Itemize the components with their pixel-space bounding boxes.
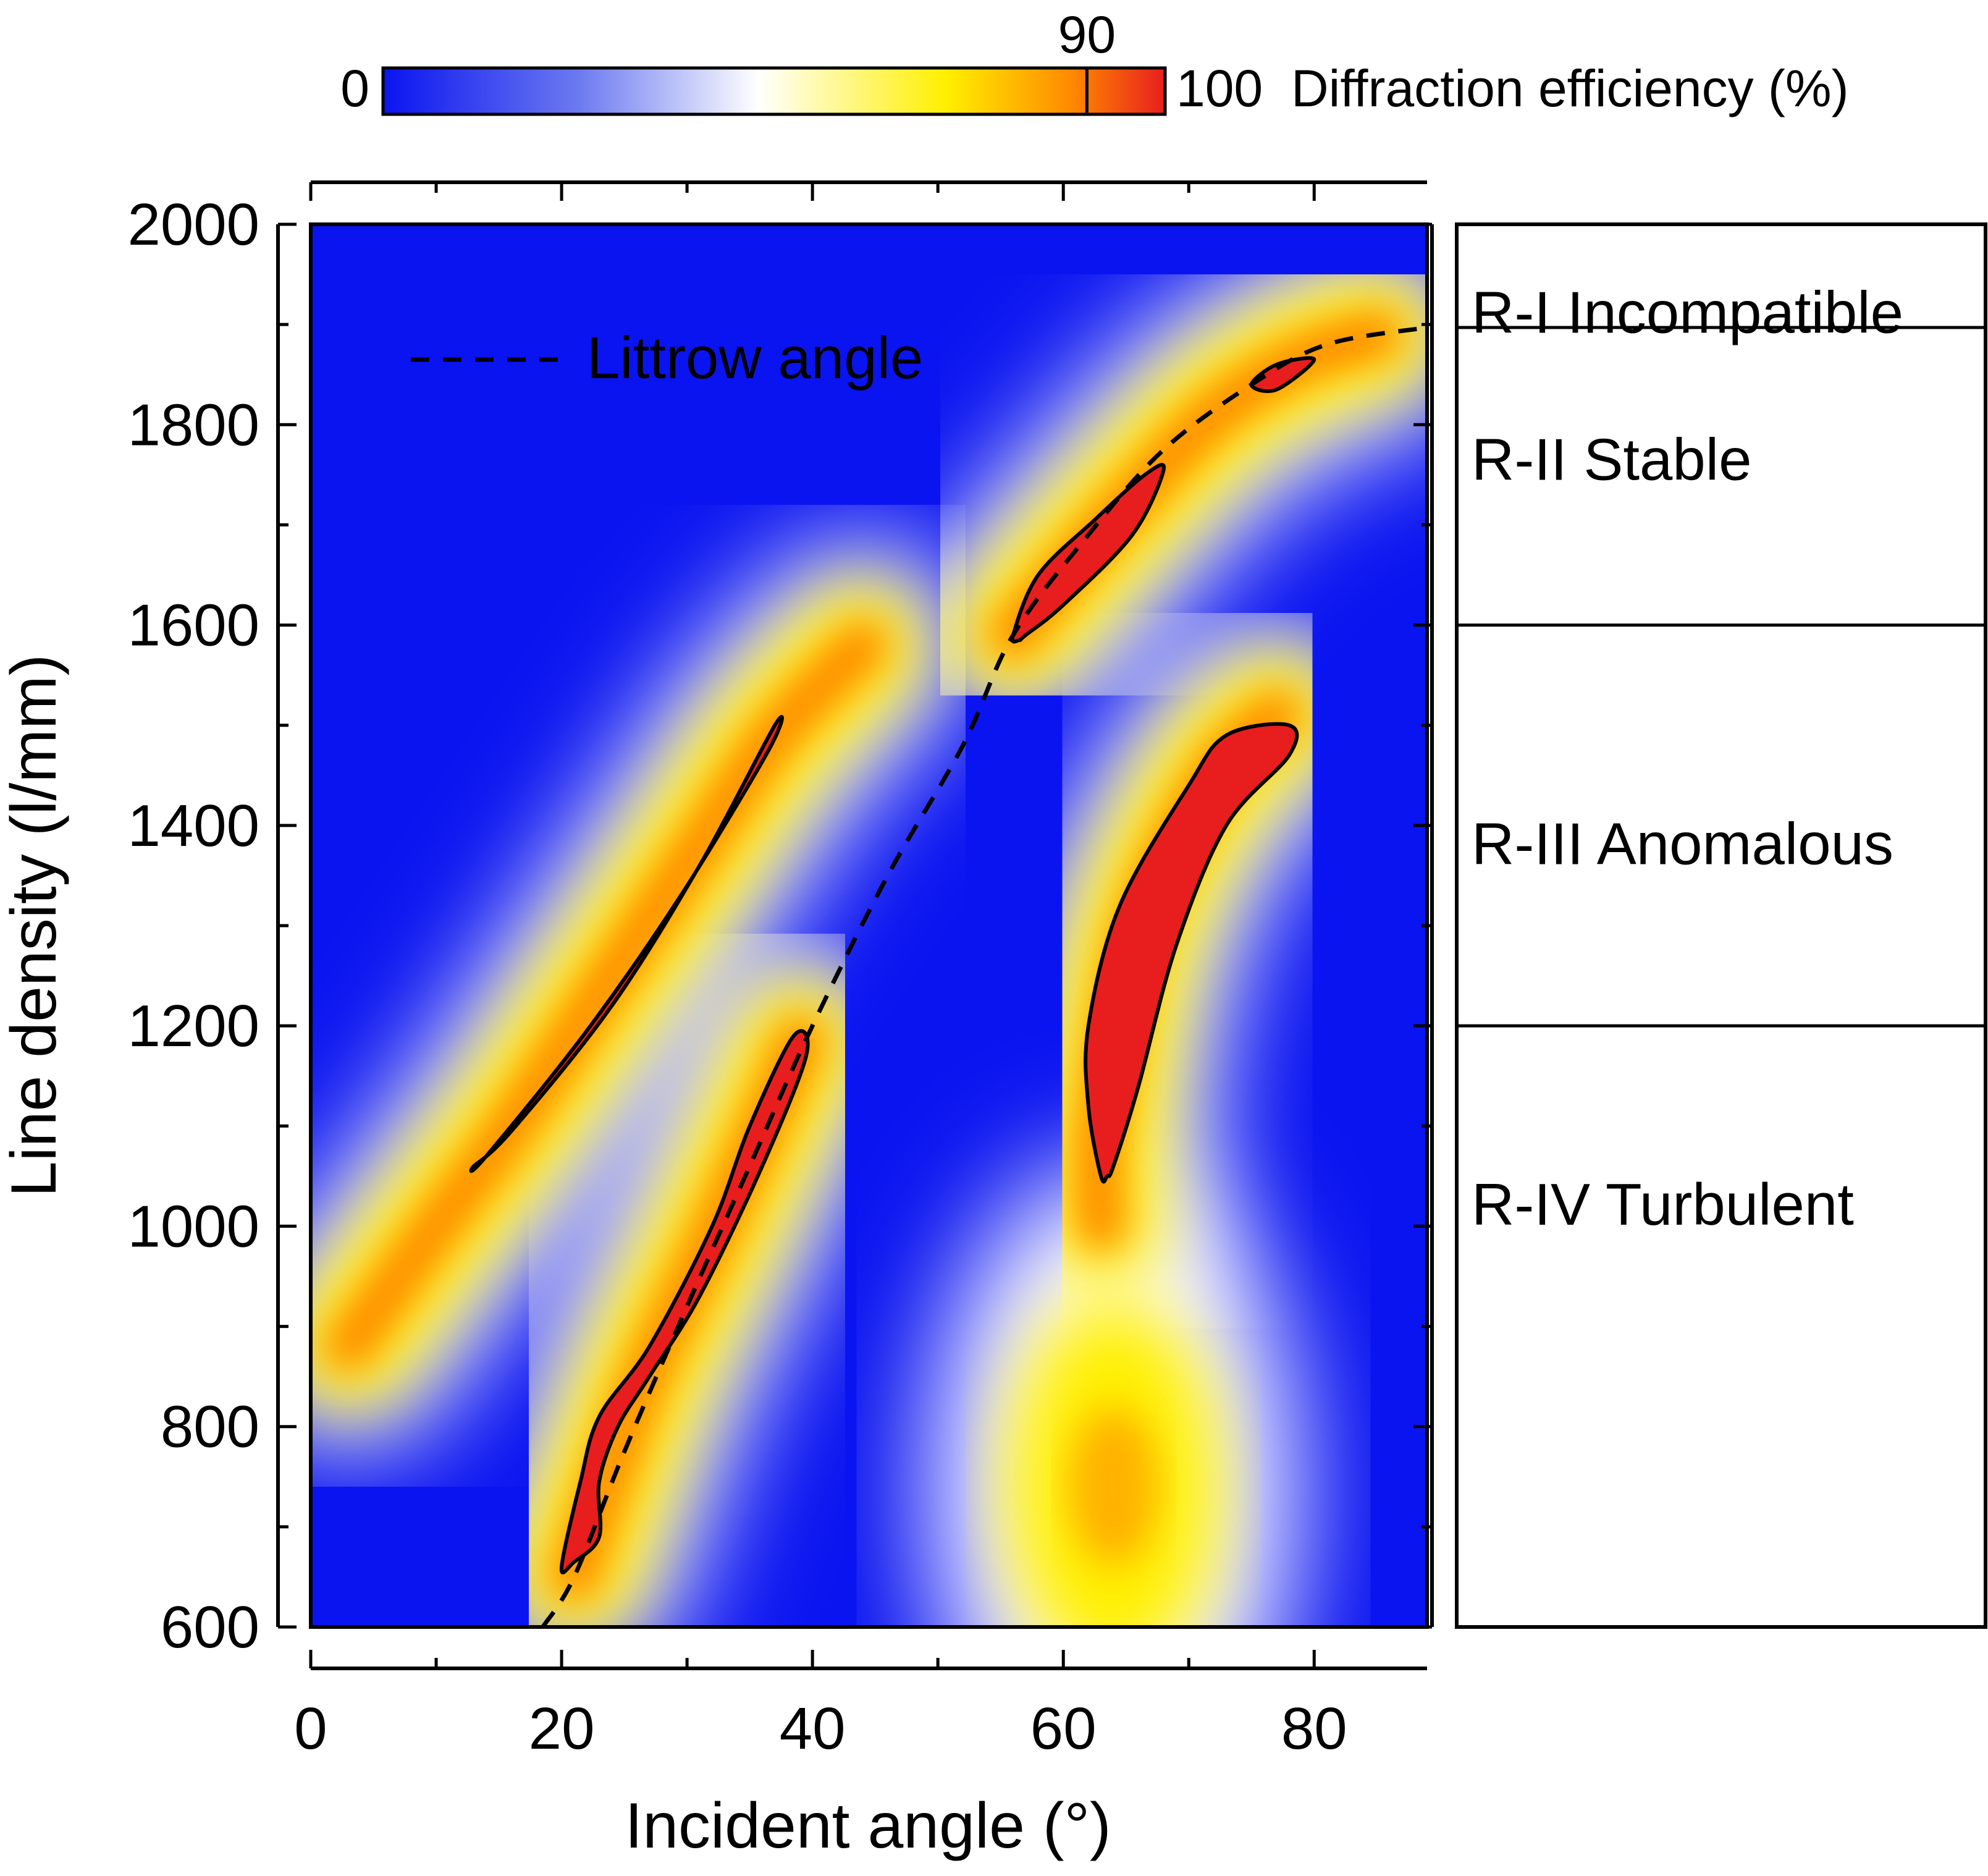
contour-90-band-4 (1084, 722, 1299, 1184)
region-table: R-I Incompatible R-II Stable R-III Anomalo… (1455, 222, 1987, 1629)
x-tick-label-0: 0 (294, 1696, 327, 1762)
colorbar-min-label: 0 (340, 59, 369, 117)
y-tick-label-1600: 1600 (127, 593, 259, 659)
region-table-frame (1455, 222, 1987, 1629)
contour-90-band-1 (560, 1029, 810, 1574)
x-tick-label-20: 20 (529, 1696, 595, 1762)
colorbar-bar (381, 66, 1167, 116)
colorbar-title: Diffraction efficiency (%) (1291, 59, 1849, 117)
y-tick-label-1000: 1000 (127, 1193, 259, 1259)
colorbar-marker-label: 90 (1058, 6, 1116, 64)
heat-band-4-layer-2 (1069, 1408, 1158, 1566)
y-tick-label-1200: 1200 (127, 993, 259, 1059)
region-label-0: R-I Incompatible (1472, 279, 1903, 345)
region-label-2: R-III Anomalous (1472, 811, 1893, 877)
y-tick-label-1400: 1400 (127, 793, 259, 859)
contour-90 (469, 356, 1316, 1574)
contour-90-band-0 (469, 715, 784, 1173)
x-tick-label-40: 40 (780, 1696, 846, 1762)
colorbar-max-label: 100 (1176, 59, 1263, 117)
y-axis-label: Line density (l/mm) (0, 654, 70, 1197)
y-tick-label-1800: 1800 (127, 392, 259, 458)
y-tick-label-600: 600 (161, 1594, 259, 1660)
y-tick-label-800: 800 (161, 1394, 259, 1460)
x-tick-label-60: 60 (1030, 1696, 1097, 1762)
region-label-1: R-II Stable (1472, 427, 1752, 493)
colorbar: 0 100 90 Diffraction efficiency (%) (340, 6, 1848, 117)
axes: 0 20 40 60 80 600 800 1000 1200 1400 1600 1800 2000… (0, 180, 1434, 1862)
legend: Littrow angle (411, 325, 923, 391)
region-label-3: R-IV Turbulent (1472, 1172, 1854, 1238)
x-tick-label-80: 80 (1281, 1696, 1347, 1762)
legend-entry-littrow: Littrow angle (587, 325, 923, 391)
y-tick-label-2000: 2000 (127, 192, 259, 258)
x-axis-label: Incident angle (°) (625, 1790, 1111, 1862)
heatmap-plot (311, 224, 1427, 1627)
contour-90-band-3 (1249, 356, 1316, 394)
contour-90-band-2 (1010, 463, 1166, 644)
